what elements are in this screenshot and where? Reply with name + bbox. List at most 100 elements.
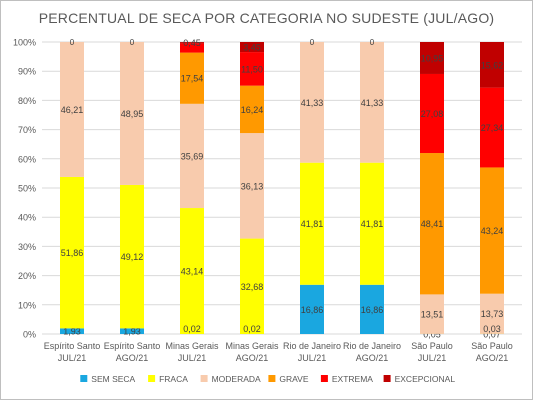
- bar-segment: [420, 42, 444, 74]
- bar-segment: [180, 103, 204, 209]
- bar-segment: [360, 162, 384, 285]
- y-tick-label: 70%: [18, 125, 36, 135]
- data-label: 13,51: [421, 310, 444, 320]
- bar-segment: [60, 176, 84, 329]
- data-label: 0: [370, 38, 375, 47]
- x-tick-label: JUL/21: [58, 353, 87, 363]
- legend-item: GRAVE: [268, 374, 309, 384]
- bar-segment: [60, 42, 84, 177]
- legend-item: FRACA: [148, 374, 188, 384]
- x-tick-label: São Paulo: [411, 341, 453, 351]
- legend-item: SEM SECA: [80, 374, 136, 384]
- y-tick-label: 0%: [23, 330, 36, 340]
- data-label: 15,62: [481, 60, 504, 70]
- data-label: 16,24: [241, 105, 264, 115]
- data-label: 3,45: [243, 43, 261, 53]
- bar-segment: [240, 52, 264, 86]
- x-tick-label: AGO/21: [236, 353, 269, 363]
- data-label: 27,34: [481, 123, 504, 133]
- y-tick-label: 80%: [18, 96, 36, 106]
- legend-label: FRACA: [159, 374, 188, 384]
- x-tick-label: Rio de Janeiro: [283, 341, 341, 351]
- bar-segment: [120, 184, 144, 329]
- data-label: 41,81: [361, 219, 384, 229]
- data-label: 36,13: [241, 181, 264, 191]
- x-tick-label: AGO/21: [116, 353, 149, 363]
- x-tick-label: Minas Gerais: [165, 341, 219, 351]
- x-tick-label: AGO/21: [356, 353, 389, 363]
- legend-label: SEM SECA: [91, 374, 135, 384]
- bar-segment: [420, 153, 444, 295]
- data-label: 17,54: [181, 74, 204, 84]
- legend-item: EXCEPCIONAL: [383, 374, 456, 384]
- legend-label: EXTREMA: [332, 374, 373, 384]
- data-label: 32,68: [241, 282, 264, 292]
- bar-segment: [120, 328, 144, 334]
- data-label: 10,95: [421, 53, 444, 63]
- x-tick-label: JUL/21: [418, 353, 447, 363]
- data-label: 49,12: [121, 252, 144, 262]
- data-label: 0,02: [183, 324, 201, 334]
- data-label: 46,21: [61, 105, 84, 115]
- y-tick-label: 50%: [18, 184, 36, 194]
- bar-segment: [180, 52, 204, 104]
- data-label: 43,24: [481, 226, 504, 236]
- bar-segment: [480, 293, 504, 334]
- legend-swatch: [148, 375, 156, 382]
- legend-swatch: [80, 375, 88, 382]
- data-label: 0: [70, 38, 75, 47]
- bar-segment: [180, 208, 204, 334]
- data-label: 0,03: [483, 324, 501, 334]
- x-tick-label: JUL/21: [178, 353, 207, 363]
- data-label: 48,41: [421, 219, 444, 229]
- data-label: 13,73: [481, 309, 504, 319]
- bar-segment: [420, 294, 444, 334]
- bar-segment: [480, 42, 504, 88]
- x-axis-category-labels: Espírito Santo JUL/21 Espírito Santo AGO/21…: [44, 341, 513, 363]
- bar-segment: [240, 85, 264, 134]
- bar-segment: [60, 328, 84, 334]
- y-tick-label: 20%: [18, 271, 36, 281]
- legend-label: MODERADA: [212, 374, 261, 384]
- data-label: 16,86: [361, 305, 384, 315]
- data-label: 1,93: [123, 327, 141, 337]
- gridlines: [42, 41, 522, 335]
- bar-segment: [360, 42, 384, 163]
- legend-item: MODERADA: [200, 374, 261, 384]
- data-label: 0,45: [183, 38, 201, 48]
- data-label: 35,69: [181, 151, 204, 161]
- data-label: 11,50: [241, 64, 263, 74]
- data-label: 1,93: [63, 327, 81, 337]
- bar-segment: [240, 133, 264, 239]
- y-tick-label: 90%: [18, 67, 36, 77]
- x-tick-label: Minas Gerais: [225, 341, 279, 351]
- x-tick-label: São Paulo: [471, 341, 513, 351]
- y-axis-tick-labels: 0% 10% 20% 30% 40% 50% 60% 70% 80% 90% 100%: [13, 38, 36, 340]
- chart-title: PERCENTUAL DE SECA POR CATEGORIA NO SUDE…: [38, 10, 495, 26]
- legend-label: GRAVE: [279, 374, 308, 384]
- legend-swatch: [383, 375, 391, 382]
- legend-item: EXTREMA: [320, 374, 373, 384]
- bar-segment: [180, 42, 204, 44]
- data-label: 0: [130, 38, 135, 47]
- data-label: 41,81: [301, 219, 324, 229]
- x-tick-label: JUL/21: [298, 353, 327, 363]
- legend-label: EXCEPCIONAL: [395, 374, 456, 384]
- data-label: 0,05: [423, 329, 441, 339]
- y-tick-label: 30%: [18, 242, 36, 252]
- legend-swatch: [320, 375, 328, 382]
- data-label: 43,14: [181, 267, 204, 277]
- y-tick-label: 60%: [18, 154, 36, 164]
- data-label: 0: [310, 38, 315, 47]
- bar-segment: [480, 167, 504, 294]
- data-label: 27,08: [421, 109, 444, 119]
- data-label: 41,33: [361, 98, 384, 108]
- bar-segment: [360, 284, 384, 334]
- legend-swatch: [200, 375, 208, 382]
- bar-segment: [420, 73, 444, 154]
- data-label: 0,07: [483, 329, 501, 339]
- bar-segment: [300, 42, 324, 163]
- data-label: 48,95: [121, 109, 144, 119]
- bar-segment: [240, 42, 264, 53]
- bars: 1,93 51,86 46,21 0 1,93 49,12 48,95 0 43,14 35,69…: [60, 38, 504, 339]
